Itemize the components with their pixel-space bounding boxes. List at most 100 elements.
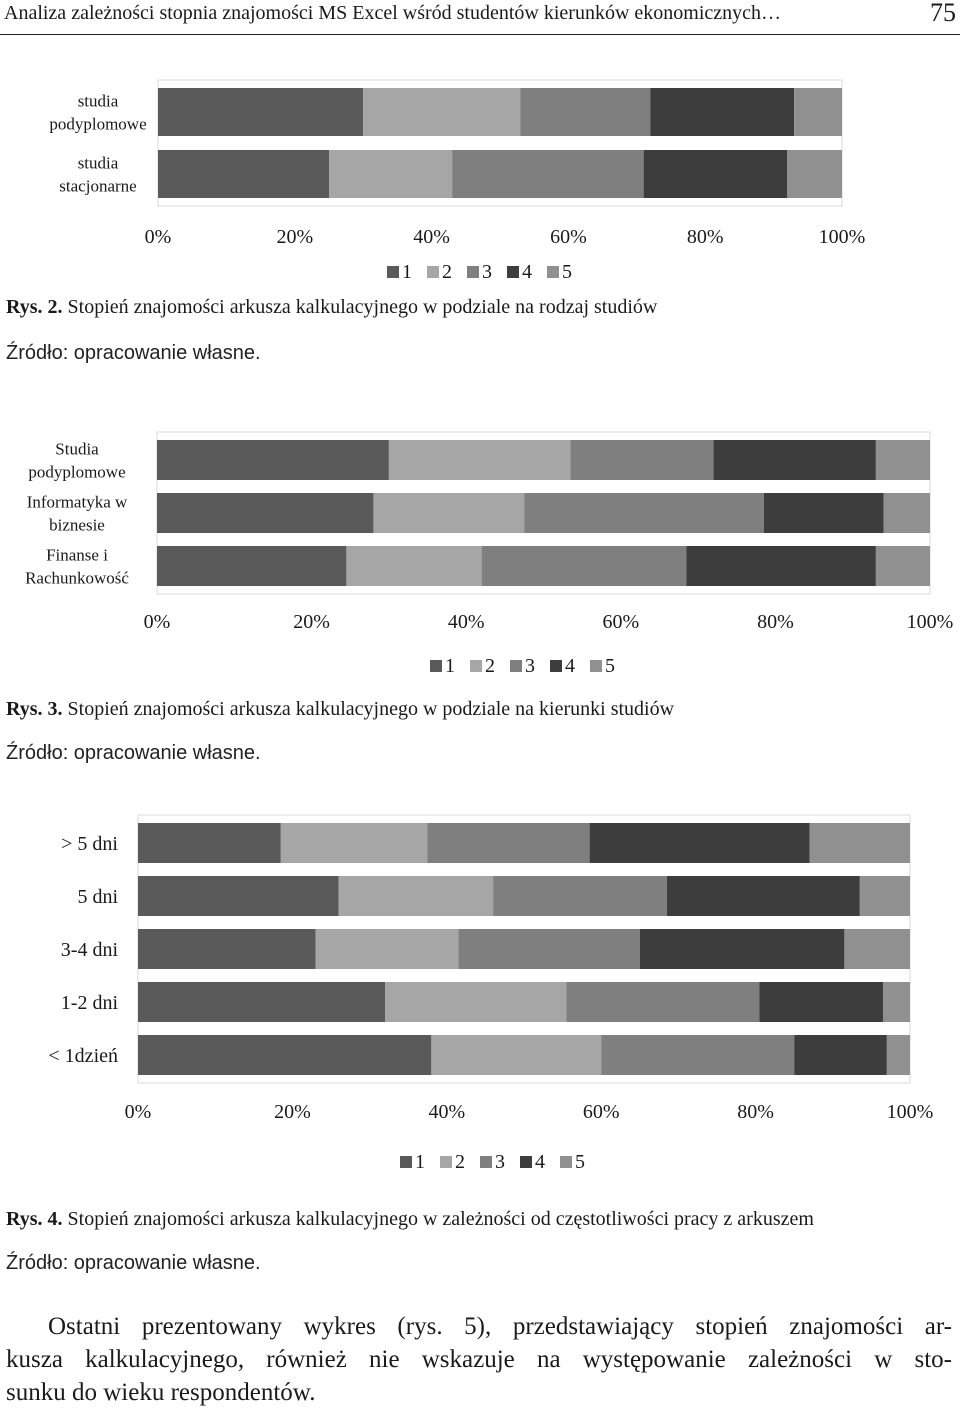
running-header: Analiza zależności stopnia znajomości MS… <box>0 0 960 35</box>
bar-segment-series-1 <box>158 88 364 136</box>
legend-swatch <box>430 660 442 672</box>
bar-segment-series-4 <box>643 150 788 198</box>
legend-swatch <box>507 266 519 278</box>
bar-segment-series-5 <box>886 1035 910 1075</box>
legend-swatch <box>480 1156 492 1168</box>
bar-segment-series-4 <box>794 1035 887 1075</box>
x-tick-label: 60% <box>550 226 587 248</box>
bar-segment-series-1 <box>157 546 347 586</box>
figure-label: Rys. 3. <box>6 698 63 720</box>
stacked-bar-chart-study-type: studia podyplomowe studia stacjonarne 0% 20% 4… <box>49 79 866 283</box>
bar-segment-series-3 <box>520 88 651 136</box>
bar-segment-series-4 <box>639 929 845 969</box>
category-label: Informatyka w biznesie <box>27 492 128 534</box>
bar-segment-series-3 <box>427 823 590 863</box>
legend-label: 1 <box>415 1151 425 1173</box>
figure-caption-text: Stopień znajomości arkusza kalkulacyjneg… <box>62 296 658 318</box>
legend-label: 4 <box>565 655 575 677</box>
bar-segment-series-3 <box>570 440 714 480</box>
bar-segment-series-1 <box>138 823 281 863</box>
bar-segment-series-2 <box>329 150 453 198</box>
legend-swatch <box>547 266 559 278</box>
category-label: 3-4 dni <box>61 939 119 961</box>
legend-label: 3 <box>495 1151 505 1173</box>
bar-segment-series-3 <box>601 1035 795 1075</box>
bar-segment-series-1 <box>158 150 329 198</box>
bar-segment-series-5 <box>882 982 910 1022</box>
bar-segment-series-1 <box>138 929 316 969</box>
bar-segment-series-3 <box>452 150 644 198</box>
x-tick-label: 40% <box>413 226 450 248</box>
legend-label: 5 <box>562 261 572 283</box>
bar-segment-series-4 <box>650 88 795 136</box>
bar-segment-series-3 <box>481 546 687 586</box>
legend-label: 1 <box>445 655 455 677</box>
x-tick-label: 80% <box>757 611 794 633</box>
legend-label: 3 <box>525 655 535 677</box>
bar-segment-series-2 <box>373 493 525 533</box>
figure-label: Rys. 4. <box>6 1208 63 1230</box>
legend-label: 1 <box>402 261 412 283</box>
bar-segment-series-5 <box>809 823 910 863</box>
x-tick-label: 60% <box>583 1101 620 1123</box>
bar-segment-series-2 <box>346 546 482 586</box>
paragraph-line: Ostatni prezentowany wykres (rys. 5), pr… <box>48 1313 952 1340</box>
category-label: Studia podyplomowe <box>28 439 125 481</box>
legend-label: 3 <box>482 261 492 283</box>
bar-segment-series-1 <box>138 1035 432 1075</box>
bar-segment-series-4 <box>763 493 884 533</box>
running-title: Analiza zależności stopnia znajomości MS… <box>4 2 782 24</box>
bar-segment-series-2 <box>385 982 567 1022</box>
bar-segment-series-4 <box>589 823 810 863</box>
bar-segment-series-2 <box>280 823 428 863</box>
bar-segment-series-5 <box>875 546 930 586</box>
figure-source-2: Źródło: opracowanie własne. <box>6 342 261 364</box>
bar-segment-series-3 <box>524 493 764 533</box>
body-paragraph: Ostatni prezentowany wykres (rys. 5), pr… <box>6 1310 952 1409</box>
legend-label: 4 <box>535 1151 545 1173</box>
x-tick-label: 0% <box>145 226 172 248</box>
bar-segment-series-1 <box>157 440 389 480</box>
legend-swatch <box>470 660 482 672</box>
stacked-bar-chart-field-of-study: Studia podyplomowe Informatyka w biznesie Fi… <box>25 431 954 677</box>
legend-label: 2 <box>485 655 495 677</box>
legend-label: 2 <box>455 1151 465 1173</box>
page-number: 75 <box>930 0 956 27</box>
x-tick-label: 60% <box>602 611 639 633</box>
legend-swatch <box>560 1156 572 1168</box>
bar-segment-series-5 <box>875 440 930 480</box>
bar-segment-series-3 <box>458 929 640 969</box>
plot-area-frame <box>157 79 843 207</box>
bar-segment-series-1 <box>157 493 374 533</box>
legend-swatch <box>510 660 522 672</box>
category-label: 1-2 dni <box>61 992 119 1014</box>
bar-segment-series-5 <box>794 88 842 136</box>
x-tick-label: 100% <box>819 226 866 248</box>
x-tick-label: 40% <box>448 611 485 633</box>
legend-swatch <box>590 660 602 672</box>
figure-caption-text: Stopień znajomości arkusza kalkulacyjneg… <box>62 698 675 720</box>
paragraph-line: sunku do wieku respondentów. <box>6 1379 316 1406</box>
category-label: 5 dni <box>77 886 118 908</box>
bar-segment-series-3 <box>566 982 760 1022</box>
category-label: < 1dzień <box>48 1045 118 1067</box>
legend-swatch <box>550 660 562 672</box>
bar-segment-series-2 <box>315 929 459 969</box>
bar-segment-series-2 <box>431 1035 602 1075</box>
bar-segment-series-5 <box>859 876 910 916</box>
figure-caption-4: Rys. 4. Stopień znajomości arkusza kalku… <box>6 1208 814 1231</box>
stacked-bar-chart-work-frequency: > 5 dni 5 dni 3-4 dni 1-2 dni < 1dzień 0% 20% 4… <box>48 814 933 1173</box>
legend-label: 4 <box>522 261 532 283</box>
bar-segment-series-2 <box>363 88 521 136</box>
legend-swatch <box>400 1156 412 1168</box>
figure-source-3: Źródło: opracowanie własne. <box>6 742 261 764</box>
category-label: > 5 dni <box>61 833 118 855</box>
bar-segment-series-1 <box>138 982 386 1022</box>
bar-segment-series-4 <box>713 440 876 480</box>
legend-swatch <box>387 266 399 278</box>
paragraph-line: kusza kalkulacyjnego, również nie wskazu… <box>6 1346 952 1373</box>
x-tick-label: 100% <box>907 611 954 633</box>
bar-segment-series-5 <box>844 929 910 969</box>
figure-label: Rys. 2. <box>6 296 63 318</box>
x-tick-label: 20% <box>276 226 313 248</box>
